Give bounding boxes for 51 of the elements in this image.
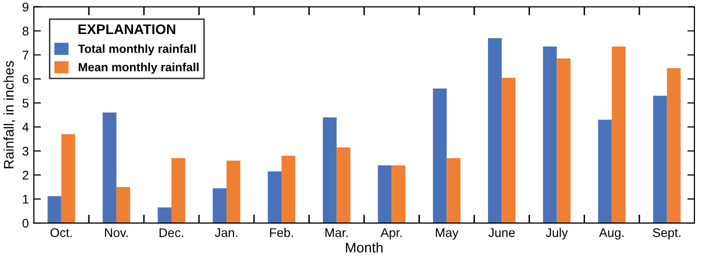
x-axis-title: Month [346,242,383,253]
bar [598,120,612,224]
y-tick-label: 0 [22,218,28,228]
bar [102,112,116,224]
bar [392,165,406,224]
legend-label: Total monthly rainfall [78,44,196,56]
y-tick-label: 2 [22,170,28,180]
y-axis-title: Rainfall, in inches [4,61,16,168]
y-tick-label: 8 [22,26,28,36]
y-tick-label: 7 [22,50,28,60]
y-tick-label: 1 [22,194,28,204]
bar [653,96,667,224]
x-tick-label: Jan. [214,228,238,238]
x-tick-label: Feb. [270,228,293,238]
legend-title: EXPLANATION [78,24,176,34]
x-tick-label: June [488,228,515,238]
bar [612,46,626,224]
bar [212,188,227,224]
x-tick-label: Aug. [599,228,624,240]
y-tick-label: 5 [22,98,28,108]
y-tick-label: 3 [22,146,28,156]
bar [378,165,392,224]
x-tick-label: Apr. [380,228,402,240]
x-tick-label: Mar. [325,228,348,238]
x-tick-label: May [436,228,458,240]
x-tick-label: Sept. [652,228,680,240]
y-tick-label: 9 [22,2,28,12]
bar [61,134,76,224]
bar [171,158,186,224]
y-tick-label: 6 [22,74,28,84]
bar [226,160,240,224]
x-tick-label: July [546,228,568,240]
x-tick-label: Nov. [105,228,128,238]
bar [666,68,681,224]
bar [543,46,557,224]
x-tick-label: Dec. [160,228,184,238]
bar [502,78,516,224]
bar [48,196,62,224]
bar [556,58,571,224]
bar [282,156,296,224]
bar [488,38,502,224]
x-tick-label: Oct. [50,228,72,238]
bar [268,171,282,224]
bar [446,158,460,224]
y-tick-label: 4 [22,122,29,132]
bar [158,207,172,224]
bar [322,117,337,224]
bar [116,186,130,224]
legend-label: Mean monthly rainfall [78,62,198,74]
bar [336,147,350,224]
bar [432,88,447,224]
